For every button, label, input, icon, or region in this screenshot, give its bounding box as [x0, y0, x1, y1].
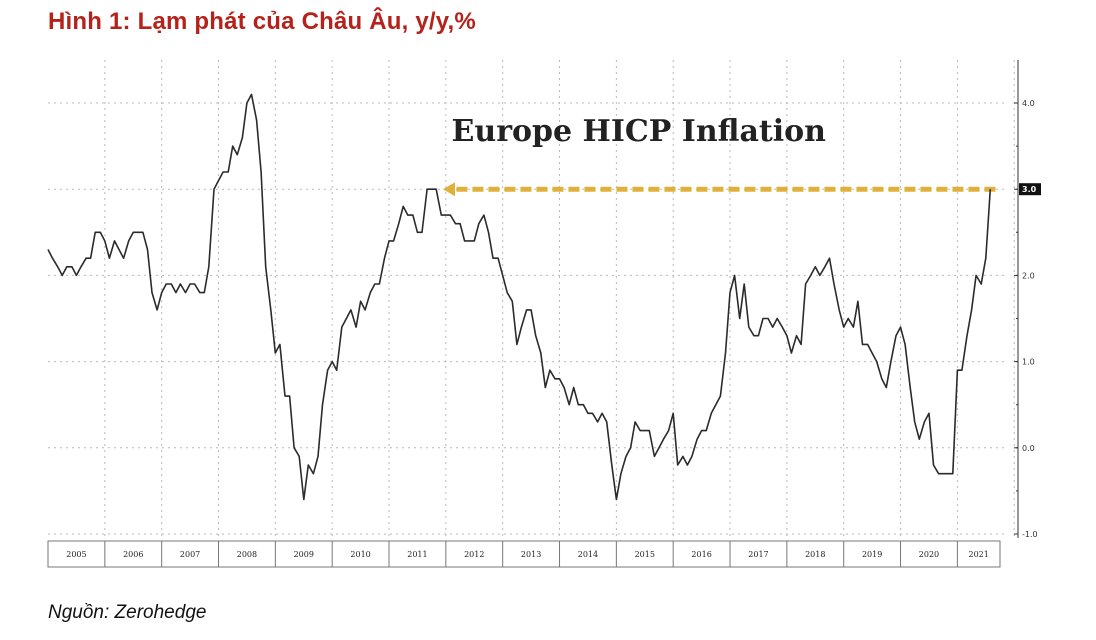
chart-annotation: Europe HICP Inflation — [452, 114, 827, 149]
current-value-label: 3.0 — [1019, 183, 1041, 196]
x-tick-label: 2008 — [237, 550, 257, 559]
x-tick-label: 2017 — [748, 550, 768, 559]
gridlines — [48, 60, 1015, 536]
figure-source: Nguồn: Zerohedge — [48, 602, 207, 623]
series-line-hicp — [47, 93, 992, 501]
y-tick-label: -1.0 — [1022, 530, 1038, 539]
x-tick-label: 2005 — [66, 550, 86, 559]
x-tick-label: 2006 — [123, 550, 143, 559]
figure-title: Hình 1: Lạm phát của Châu Âu, y/y,% — [48, 8, 476, 35]
x-tick-label: 2019 — [862, 550, 882, 559]
y-tick-label: 4.0 — [1022, 99, 1035, 108]
y-tick-label: 1.0 — [1022, 358, 1035, 367]
current-value-text: 3.0 — [1022, 185, 1037, 194]
x-tick-label: 2021 — [969, 550, 989, 559]
x-tick-label: 2016 — [691, 550, 711, 559]
y-tick-label: 0.0 — [1022, 444, 1035, 453]
y-tick-label: 2.0 — [1022, 271, 1035, 280]
x-axis: 2005 2006 2007 2008 2009 2010 2011 2012 2013 2014… — [47, 540, 1001, 568]
reference-arrow-head — [443, 182, 456, 197]
x-tick-label: 2007 — [180, 550, 200, 559]
x-axis-band — [47, 540, 1001, 568]
x-tick-label: 2011 — [407, 550, 427, 559]
x-tick-label: 2020 — [919, 550, 939, 559]
x-tick-label: 2015 — [635, 550, 655, 559]
x-tick-label: 2009 — [294, 550, 314, 559]
current-value-badge — [1019, 183, 1041, 196]
reference-arrow — [443, 182, 996, 197]
x-tick-label: 2012 — [464, 550, 484, 559]
x-tick-label: 2014 — [578, 550, 598, 559]
x-tick-label: 2018 — [805, 550, 825, 559]
y-axis: 4.0 3.0 2.0 1.0 0.0 -1.0 — [1014, 60, 1038, 539]
x-tick-label: 2013 — [521, 550, 541, 559]
x-tick-label: 2010 — [350, 550, 370, 559]
